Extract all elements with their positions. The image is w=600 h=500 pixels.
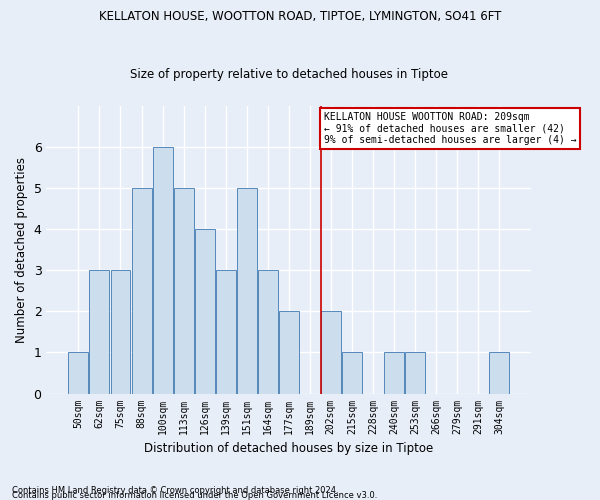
Bar [489, 352, 509, 394]
X-axis label: Distribution of detached houses by size in Tiptoe: Distribution of detached houses by size … [144, 442, 433, 455]
Bar [279, 312, 299, 394]
Bar [131, 188, 152, 394]
Text: KELLATON HOUSE, WOOTTON ROAD, TIPTOE, LYMINGTON, SO41 6FT: KELLATON HOUSE, WOOTTON ROAD, TIPTOE, LY… [99, 10, 501, 23]
Bar [215, 270, 236, 394]
Y-axis label: Number of detached properties: Number of detached properties [15, 156, 28, 342]
Bar [258, 270, 278, 394]
Bar [405, 352, 425, 394]
Bar [89, 270, 109, 394]
Text: Contains HM Land Registry data © Crown copyright and database right 2024.: Contains HM Land Registry data © Crown c… [12, 486, 338, 495]
Text: KELLATON HOUSE WOOTTON ROAD: 209sqm
← 91% of detached houses are smaller (42)
9%: KELLATON HOUSE WOOTTON ROAD: 209sqm ← 91… [324, 112, 577, 145]
Bar [384, 352, 404, 394]
Title: Size of property relative to detached houses in Tiptoe: Size of property relative to detached ho… [130, 68, 448, 81]
Text: Contains public sector information licensed under the Open Government Licence v3: Contains public sector information licen… [12, 491, 377, 500]
Bar [110, 270, 130, 394]
Bar [173, 188, 194, 394]
Bar [152, 147, 173, 394]
Bar [321, 312, 341, 394]
Bar [236, 188, 257, 394]
Bar [342, 352, 362, 394]
Bar [194, 229, 215, 394]
Bar [68, 352, 88, 394]
